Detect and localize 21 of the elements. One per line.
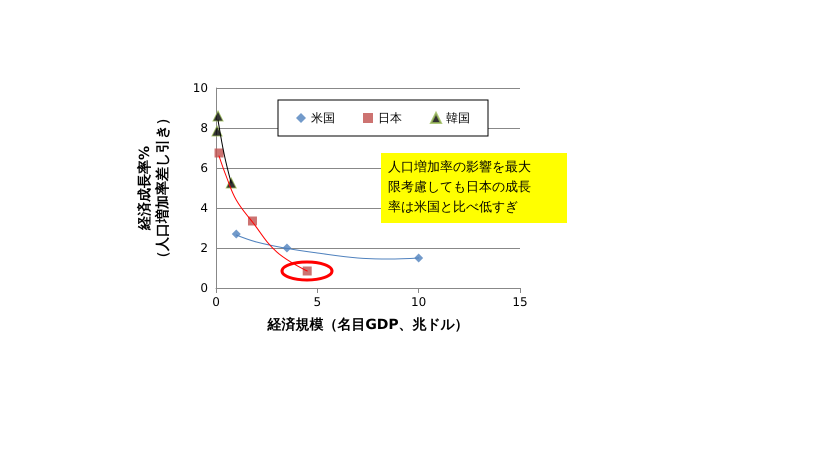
y-tick-label: 4 — [200, 201, 208, 215]
y-tick-label: 0 — [200, 281, 208, 295]
legend-label: 日本 — [378, 111, 402, 125]
x-tick-label: 5 — [314, 295, 322, 309]
legend-label: 米国 — [311, 111, 335, 125]
y-tick-label: 10 — [192, 81, 208, 95]
point — [214, 148, 224, 158]
x-axis-title: 経済規模（名目GDP、兆ドル） — [266, 316, 469, 333]
y-tick-label: 8 — [200, 121, 208, 135]
x-tick-label: 0 — [212, 295, 220, 309]
y-tick-label: 6 — [200, 161, 208, 175]
point — [212, 110, 224, 122]
legend-label: 韓国 — [446, 111, 470, 125]
annotation: 人口増加率の影響を最大限考慮しても日本の成長率は米国と比べ低すぎ — [388, 158, 532, 217]
y-tick-label: 2 — [200, 241, 208, 255]
x-tick-label: 10 — [411, 295, 426, 309]
x-tick-label: 15 — [512, 295, 528, 309]
point — [232, 230, 241, 238]
point — [212, 126, 223, 136]
point — [302, 266, 312, 276]
y-axis-title: 経済成長率% （人口増加率差し引き） — [136, 111, 171, 265]
